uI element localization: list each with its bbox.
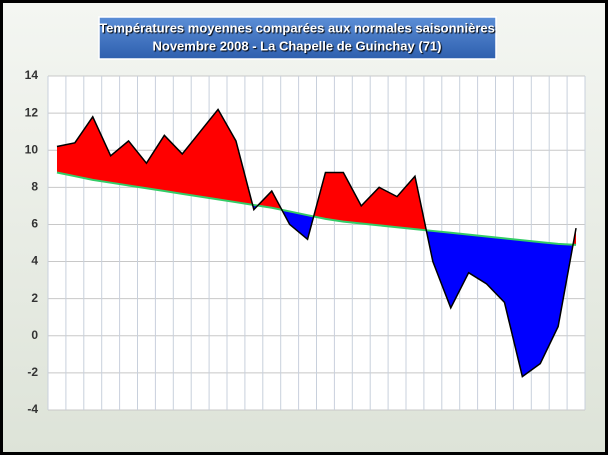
y-tick-label: -4 <box>27 402 38 416</box>
chart-subtitle: Novembre 2008 - La Chapelle de Guinchay … <box>153 38 442 53</box>
normal-line <box>56 171 577 246</box>
y-tick-label: 0 <box>31 328 38 342</box>
title-box <box>98 16 497 60</box>
y-tick-label: 8 <box>31 180 38 194</box>
chart-title: Températures moyennes comparées aux norm… <box>99 20 495 35</box>
y-tick-label: 12 <box>25 105 39 119</box>
y-tick-label: -2 <box>27 365 38 379</box>
y-tick-label: 6 <box>31 217 38 231</box>
y-tick-label: 10 <box>25 142 39 156</box>
y-tick-label: 14 <box>25 68 39 82</box>
y-tick-label: 2 <box>31 291 38 305</box>
temperature-line <box>56 108 577 378</box>
area-above <box>56 109 577 245</box>
y-tick-label: 4 <box>31 254 38 268</box>
